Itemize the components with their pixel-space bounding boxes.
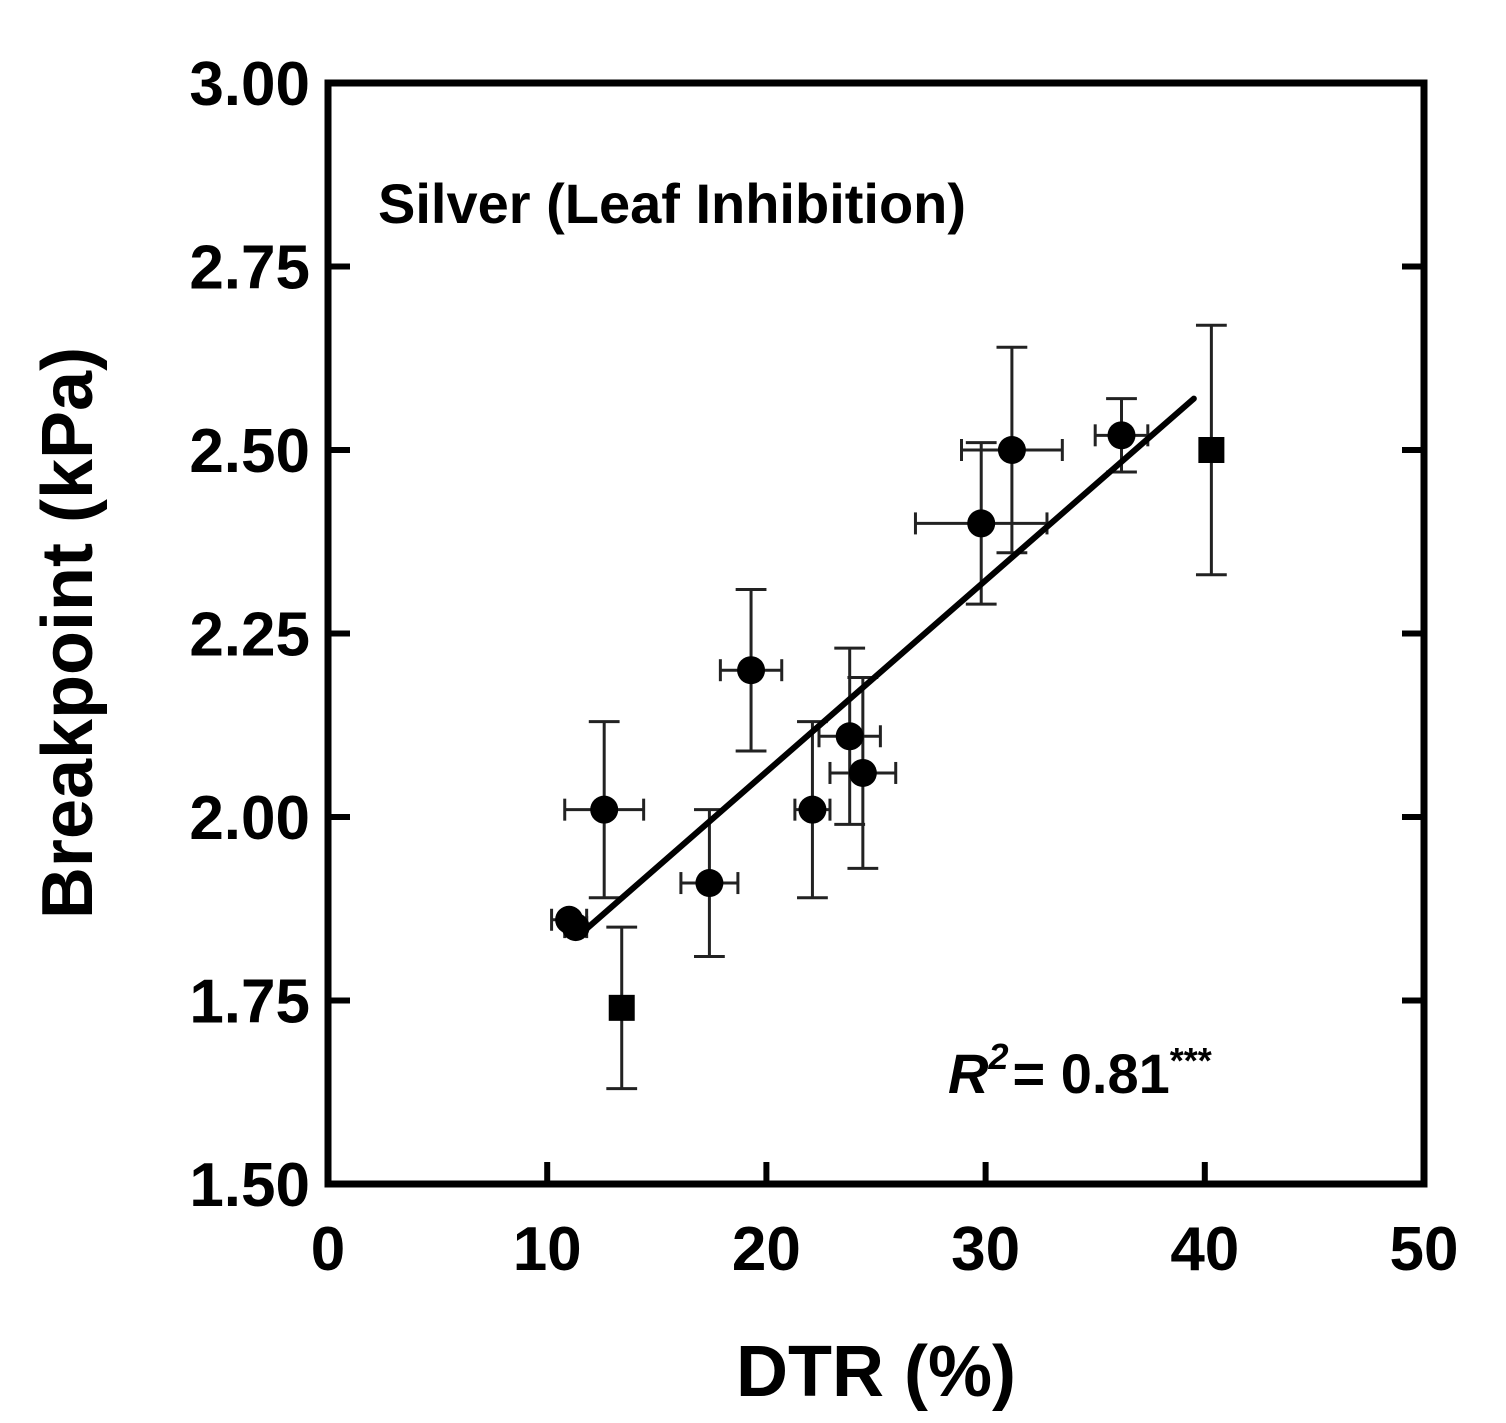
r-squared-value: = 0.81 (1012, 1042, 1169, 1105)
square-marker (1198, 437, 1225, 463)
regression-line (577, 395, 1197, 938)
y-tick-label: 2.50 (189, 417, 310, 486)
x-tick-label: 40 (1170, 1215, 1239, 1284)
axis-ticks (328, 263, 1424, 1184)
x-axis-title: DTR (%) (736, 1332, 1016, 1412)
circle-marker (835, 722, 864, 751)
y-tick-label: 2.25 (189, 601, 310, 670)
circle-marker (997, 436, 1026, 464)
circle-marker (590, 795, 619, 824)
x-tick-label: 0 (311, 1215, 345, 1284)
circle-marker (798, 795, 827, 824)
y-tick-label: 3.00 (189, 50, 310, 119)
r-squared-r: R (948, 1042, 989, 1105)
x-tick-label: 30 (951, 1215, 1020, 1284)
y-tick-label: 2.00 (189, 784, 310, 853)
r-squared-sup: 2 (987, 1036, 1008, 1077)
tick-labels: 0 10 20 30 40 50 1.50 1.75 2.00 2.25 2.50 2.75 3.00 (189, 50, 1458, 1284)
x-tick-label: 10 (513, 1215, 582, 1284)
plot-frame (324, 79, 1428, 1188)
circle-marker (967, 509, 996, 538)
square-marker (608, 994, 635, 1021)
x-tick-label: 50 (1390, 1215, 1459, 1284)
regression-line-group (577, 395, 1197, 938)
circle-marker (695, 869, 724, 898)
data-markers (555, 421, 1225, 1021)
x-tick-label: 20 (732, 1215, 801, 1284)
circle-marker (848, 758, 877, 787)
y-tick-label: 1.50 (189, 1151, 310, 1220)
circle-marker (737, 656, 766, 685)
y-axis-title: Breakpoint (kPa) (28, 347, 108, 919)
circle-marker (1107, 421, 1136, 450)
y-tick-label: 2.75 (189, 234, 310, 303)
y-tick-label: 1.75 (189, 968, 310, 1037)
r-squared-label: R2= 0.81*** (948, 1036, 1212, 1105)
r-squared-significance: *** (1170, 1040, 1212, 1081)
annotation-title: Silver (Leaf Inhibition) (378, 172, 966, 235)
circle-marker (561, 913, 590, 942)
